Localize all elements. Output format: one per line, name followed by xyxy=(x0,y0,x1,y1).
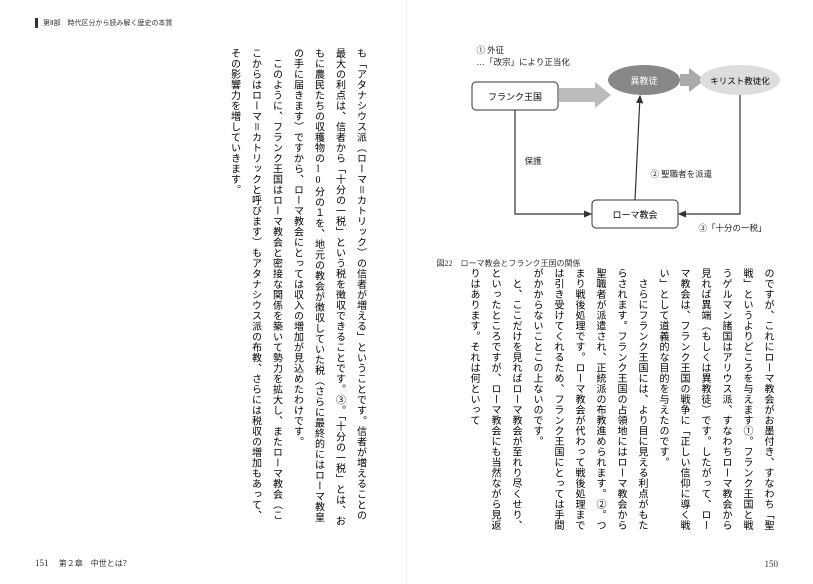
left-body-text: も「アタナシウス派（ローマ＝カトリック）の信者が増える」ということです。信者が増… xyxy=(224,48,371,528)
node-rome-label: ローマ教会 xyxy=(612,209,657,220)
label-1b: …「改宗」により正当化 xyxy=(477,56,570,68)
left-page-number: 151 第２章 中世とは？ xyxy=(35,558,131,569)
left-para-1: も「アタナシウス派（ローマ＝カトリック）の信者が増える」ということです。信者が増… xyxy=(287,48,371,528)
label-tax: ③「十分の一税」 xyxy=(699,222,767,234)
arrow-frank-to-pagan xyxy=(559,82,611,108)
right-para-1: のですが、これにローマ教会がお墨付き、すなわち「聖戦」というよりどころを与えます… xyxy=(652,268,778,533)
arrow-christ-to-rome xyxy=(679,95,740,214)
right-para-2: さらにフランク王国には、より目に見える利点がもたらされます。フランク王国の占領地… xyxy=(526,268,652,533)
book-spread: 第Ⅱ部 時代区分から読み解く歴史の本質 も「アタナシウス派（ローマ＝カトリック）… xyxy=(0,0,813,584)
running-header: 第Ⅱ部 時代区分から読み解く歴史の本質 xyxy=(35,18,172,28)
label-dispatch: ② 聖職者を派遣 xyxy=(651,168,713,180)
node-christ-label: キリスト教徒化 xyxy=(710,76,770,86)
label-1: ① 外征 xyxy=(477,44,505,56)
left-page: 第Ⅱ部 時代区分から読み解く歴史の本質 も「アタナシウス派（ローマ＝カトリック）… xyxy=(0,0,407,584)
node-pagan-label: 異教徒 xyxy=(630,75,657,86)
node-frank-label: フランク王国 xyxy=(487,92,541,102)
right-page: フランク王国 異教徒 キリスト教徒化 ローマ教会 ① 外征 …「改宗」により正当… xyxy=(407,0,813,584)
arrow-rome-to-pagan xyxy=(635,96,640,200)
left-para-2: このように、フランク王国はローマ教会と密接な関係を築いて勢力を拡大し、またローマ… xyxy=(224,48,287,528)
chapter-label: 第２章 中世とは？ xyxy=(59,559,131,568)
label-protect: 保護 xyxy=(525,155,542,167)
right-page-number: 150 xyxy=(765,559,779,569)
diagram-svg: フランク王国 異教徒 キリスト教徒化 ローマ教会 xyxy=(437,40,782,250)
right-para-3: と、ここだけを見ればローマ教会が至れり尽くせり、といったところですが、ローマ教会… xyxy=(463,268,526,533)
right-body-text: のですが、これにローマ教会がお墨付き、すなわち「聖戦」というよりどころを与えます… xyxy=(463,268,778,533)
figure-22-diagram: フランク王国 異教徒 キリスト教徒化 ローマ教会 ① 外征 …「改宗」により正当… xyxy=(437,40,782,255)
page-num-value: 151 xyxy=(35,558,49,568)
